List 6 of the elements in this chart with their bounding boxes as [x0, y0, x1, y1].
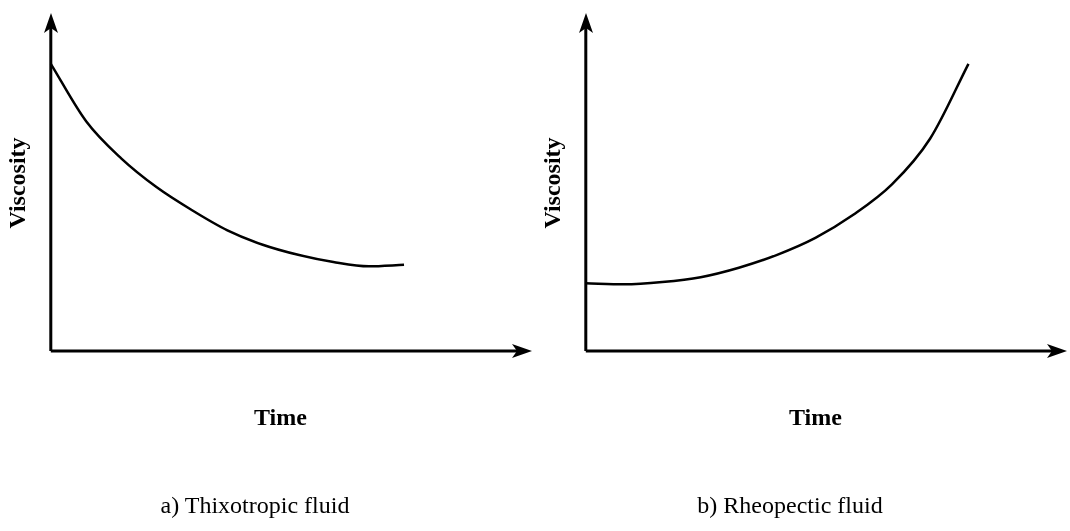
x-axis-title: Time	[788, 404, 843, 430]
text: a) Thixotropic fluid	[160, 491, 350, 518]
text: b) Rheopectic fluid	[697, 491, 883, 518]
y-axis-title: Viscosity	[538, 137, 565, 229]
x-axis-title: Time	[253, 404, 308, 430]
y-axis-title: Viscosity	[3, 137, 30, 229]
